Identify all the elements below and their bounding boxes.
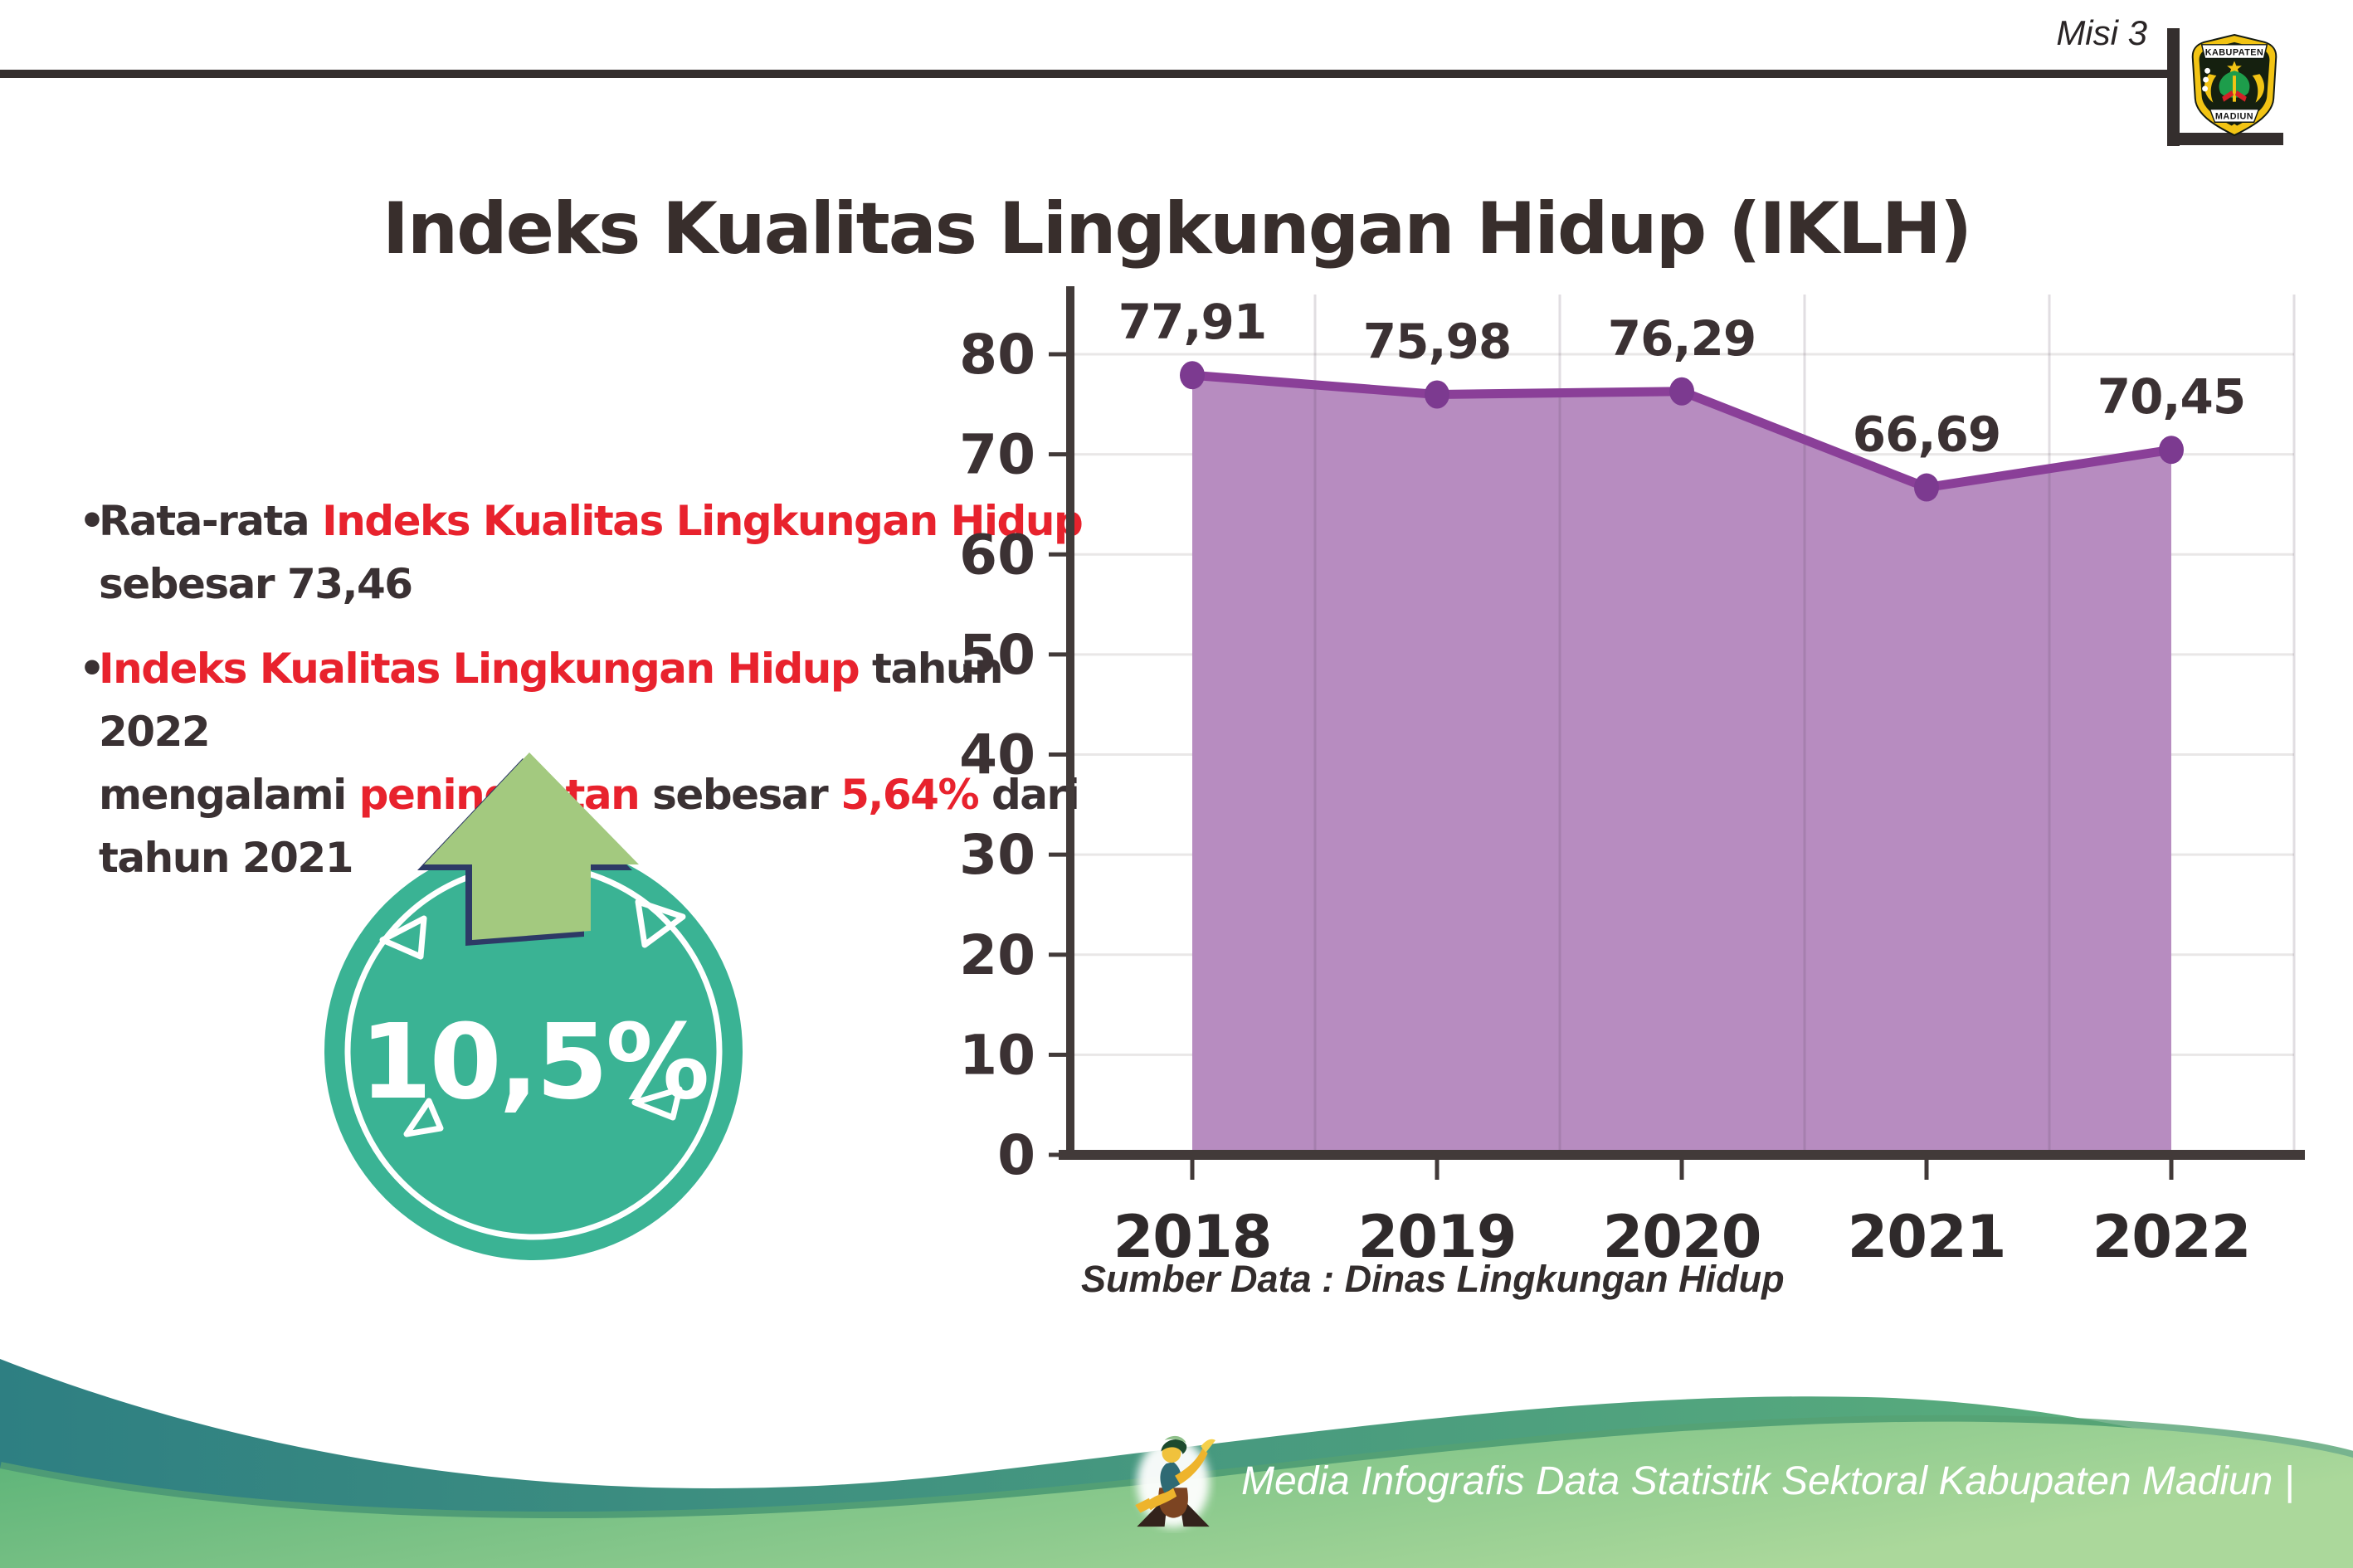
kabupaten-madiun-logo: KABUPATEN MADIUN [2191,33,2277,137]
y-tick-label: 60 [959,523,1035,587]
header-divider [0,70,2167,78]
spark-triangle-top-left [379,915,427,960]
x-category-label: 2021 [1848,1203,2006,1271]
chart-canvas: 77,91 75,98 76,29 66,69 70,45 0 10 20 30 40 50 60 70… [959,286,2305,1271]
data-label: 77,91 [1118,294,1266,350]
bullet-dot: • [79,645,105,693]
mascot-leg-right [1178,1494,1210,1527]
badge-percentage: 10,5% [360,1002,708,1122]
y-tick-label: 10 [959,1023,1035,1087]
mascot-sash [1145,1488,1177,1511]
bullet-text: Rata-rata Indeks Kualitas Lingkungan Hid… [99,497,1084,608]
data-label: 66,69 [1853,407,2000,463]
data-point [1914,473,1939,502]
mascot-face [1162,1444,1181,1463]
data-label: 75,98 [1363,313,1511,369]
logo-dot-1 [2204,67,2210,74]
x-category-label: 2020 [1603,1203,1761,1271]
iklh-area-chart: 77,91 75,98 76,29 66,69 70,45 0 10 20 30 40 50 60 70… [913,274,2323,1352]
logo-ribbon-right [2234,90,2247,102]
logo-dot-2 [2203,76,2209,83]
y-tick-label: 20 [959,923,1035,987]
logo-tree-trunk [2233,75,2236,102]
badge-spark-triangles [379,898,686,1137]
bullet-increase-iklh: • Indeks Kualitas Lingkungan Hidup tahun… [79,637,1086,889]
badge-circle [324,842,743,1260]
chart-source-caption: Sumber Data : Dinas Lingkungan Hidup [1081,1258,1785,1300]
arrow-up-icon [424,752,639,940]
mascot-hand-flick [1201,1439,1215,1453]
logo-star-icon [2227,61,2242,75]
data-point [2159,436,2184,465]
logo-wing-right [2252,74,2264,103]
y-tick-label: 40 [959,723,1035,787]
logo-ribbon-left [2222,90,2234,102]
logo-banner-top [2200,44,2268,60]
spark-triangle-bottom-left [403,1098,444,1137]
increase-badge: 10,5% [324,752,743,1260]
logo-frame-vertical [2167,28,2180,146]
y-tick-label: 50 [959,623,1035,687]
area-fill [1192,375,2171,1155]
logo-text-madiun: MADIUN [2215,111,2253,121]
data-point [1425,380,1449,409]
page-title: Indeks Kualitas Lingkungan Hidup (IKLH) [382,187,1972,270]
spark-triangle-top-right [635,898,686,948]
x-category-label: 2019 [1358,1203,1517,1271]
logo-frame-horizontal [2167,133,2283,145]
x-category-label: 2022 [2092,1203,2251,1271]
statistics-mascot-icon [1135,1435,1215,1528]
logo-dot-3 [2202,85,2209,92]
data-point [1180,361,1205,390]
data-point [1669,377,1694,406]
mascot-leg-left [1137,1494,1168,1527]
mascot-hair [1161,1439,1187,1454]
mascot-arm [1175,1448,1208,1485]
misi-label: Misi 3 [2056,13,2147,52]
logo-banner-bottom [2209,108,2260,123]
logo-tassel [2229,124,2240,134]
spark-triangle-bottom-right [631,1086,683,1121]
bullet-dot: • [79,497,105,545]
logo-text-kabupaten: KABUPATEN [2205,48,2264,58]
bullet-text: Indeks Kualitas Lingkungan Hidup tahun 2… [99,645,1080,882]
bullet-average-iklh: • Rata-rata Indeks Kualitas Lingkungan H… [79,489,1086,616]
y-tick-label: 30 [959,823,1035,887]
data-label: 70,45 [2097,368,2245,425]
data-label: 76,29 [1608,310,1756,367]
mascot-headband [1164,1435,1186,1444]
y-tick-label: 70 [959,423,1035,487]
y-tick-label: 0 [997,1123,1035,1187]
x-category-label: 2018 [1113,1203,1272,1271]
y-tick-label: 80 [959,323,1035,387]
mascot-torso [1160,1462,1181,1493]
footer-caption: Media Infografis Data Statistik Sektoral… [1241,1459,2295,1503]
